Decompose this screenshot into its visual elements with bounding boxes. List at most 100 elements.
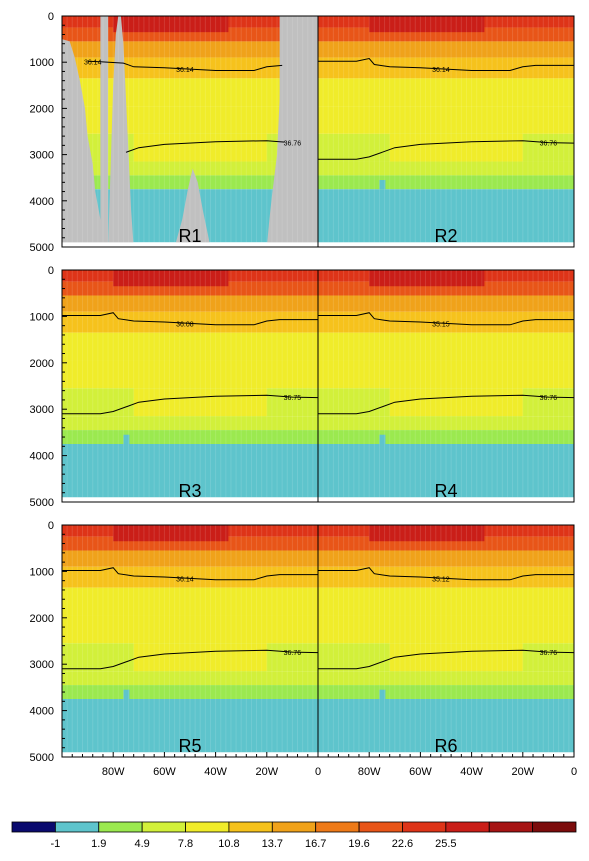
x-tick-label: 0: [315, 766, 321, 778]
warm-west: [62, 525, 114, 534]
isoline-upper-label: 35.15: [432, 321, 450, 328]
x-tick-label: 80W: [102, 766, 125, 778]
warm-west: [62, 270, 114, 279]
panel-label: R2: [434, 226, 457, 246]
colorbar-label: -1: [50, 838, 60, 850]
layer-3: [62, 311, 318, 333]
x-tick-label: 0: [571, 766, 577, 778]
panel-field: 36.14 36.76: [62, 525, 318, 757]
y-tick-label: 2000: [30, 358, 54, 370]
isoline-lower-label: 36.76: [540, 650, 558, 657]
y-tick-label: 3000: [30, 404, 54, 416]
panel-r4: 35.15 36.76 R4: [317, 269, 575, 503]
isoline-upper: [318, 312, 574, 326]
isoline-lower-label: 36.76: [540, 141, 558, 148]
y-tick-label: 1000: [30, 311, 54, 323]
colorbar-segment: [488, 821, 534, 833]
cold-notch: [379, 434, 386, 444]
warm-core: [113, 270, 229, 287]
colorbar-segment: [445, 821, 490, 833]
isoline-lower-label: 36.75: [284, 395, 302, 402]
y-tick-label: 1000: [30, 57, 54, 69]
topography-1: [100, 16, 109, 247]
below-bottom: [318, 752, 574, 757]
y-tick-label: 5000: [30, 752, 54, 764]
isoline-lower: [62, 649, 318, 670]
colorbar-label: 1.9: [91, 838, 106, 850]
warm-west: [62, 16, 114, 25]
colorbar-segment: [54, 821, 100, 833]
layer-4: [62, 332, 318, 361]
isoline-lower-label: 36.76: [540, 395, 558, 402]
isoline-upper-label: 36.08: [176, 321, 194, 328]
panel-r1: 36.14 36.14 36.76 R1 0 1000 2000 3000 4000 5000: [30, 11, 319, 254]
x-tick-label: 80W: [358, 766, 381, 778]
below-bottom: [62, 752, 318, 757]
isoline-upper: [318, 57, 574, 71]
layer-3: [318, 566, 574, 588]
layer-2: [62, 550, 318, 567]
panel-r2: 36.14 36.76 R2: [317, 15, 575, 248]
layer-9: [62, 699, 318, 753]
panels-group: 36.14 36.14 36.76 R1 0 1000 2000 3000 4000 5000 36…: [30, 11, 578, 778]
colorbar-label: 7.8: [178, 838, 193, 850]
layer-5: [62, 615, 318, 644]
colorbar-label: 22.6: [392, 838, 413, 850]
layer-9: [62, 444, 318, 498]
x-tick-label: 20W: [255, 766, 278, 778]
isoline-upper: [62, 567, 318, 581]
y-tick-label: 3000: [30, 659, 54, 671]
y-tick-label: 0: [48, 520, 54, 532]
colorbar-label: 4.9: [135, 838, 150, 850]
isoline-lower-label: 36.76: [284, 650, 302, 657]
panel-r6: 35.12 36.76 R6 80W 60W 40W 20W 0: [317, 524, 577, 778]
isoline-lower: [125, 140, 285, 153]
deep-step: [389, 388, 523, 417]
topography-east-block: [279, 16, 318, 247]
layer-9: [318, 189, 574, 243]
layer-3: [62, 57, 318, 79]
topography-3: [174, 168, 211, 247]
y-tick-label: 4000: [30, 706, 54, 718]
layer-7: [62, 416, 318, 431]
y-tick-label: 5000: [30, 242, 54, 254]
isoline-lower: [62, 394, 318, 415]
isoline-upper-label: 36.14: [176, 576, 194, 583]
colorbar-segment: [141, 821, 186, 833]
y-tick-label: 0: [48, 11, 54, 23]
layer-9: [318, 444, 574, 498]
panel-border: [317, 524, 575, 758]
colorbar-segment: [532, 821, 577, 833]
topography-0: [62, 39, 103, 247]
layer-7: [318, 161, 574, 176]
warm-west: [318, 270, 370, 279]
deep-step: [389, 133, 523, 162]
layer-4: [318, 587, 574, 616]
cold-notch: [123, 689, 130, 699]
warm-core: [113, 525, 229, 542]
layer-5: [318, 360, 574, 389]
x-tick-label: 40W: [204, 766, 227, 778]
isoline-upper: [62, 312, 318, 326]
deep-step: [389, 643, 523, 672]
panel-label: R1: [178, 226, 201, 246]
panel-field: 35.15 36.76: [318, 270, 574, 502]
isoline-upper-label: 36.14: [432, 67, 450, 74]
layer-4: [62, 587, 318, 616]
colorbar-segment: [402, 821, 447, 833]
warm-core: [369, 16, 485, 33]
panel-field: 36.08 36.75: [62, 270, 318, 502]
y-tick-label: 1000: [30, 566, 54, 578]
cold-notch: [123, 434, 130, 444]
layer-2: [318, 41, 574, 58]
isoline-upper-label: 36.14: [176, 67, 194, 74]
colorbar-segment: [185, 821, 230, 833]
isoline-lower-label: 36.76: [284, 141, 302, 148]
panel-r5: 36.14 36.76 R5 0 1000 2000 3000 4000 5000 80W 60W 4…: [30, 520, 322, 778]
colorbar-label: 16.7: [305, 838, 326, 850]
deep-step: [133, 388, 267, 417]
panel-field: 35.12 36.76: [318, 525, 574, 757]
x-tick-label: 40W: [460, 766, 483, 778]
